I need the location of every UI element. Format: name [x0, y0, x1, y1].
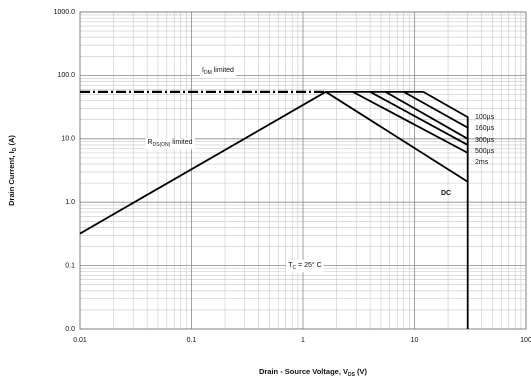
soa-line [403, 91, 469, 129]
x-tick-label: 0.01 [73, 337, 87, 344]
annotation-part: I [202, 67, 204, 74]
annotation-bg [200, 65, 237, 78]
series-label: 100µs [475, 114, 495, 121]
y-axis-label-part: Drain Current, I [7, 151, 16, 206]
y-tick-label: 1.0 [65, 199, 75, 206]
series-label: 2ms [475, 159, 489, 166]
annotation: RDS(ON) limited [147, 139, 192, 148]
series-label: 160µs [475, 125, 495, 132]
soa-line [422, 91, 469, 182]
annotation-part: DS(ON) [153, 142, 171, 148]
annotation-part: = 25° C [296, 261, 322, 269]
x-axis-label-part: DS [348, 372, 356, 378]
plot-frame [79, 11, 527, 330]
y-tick-label: 100.0 [57, 72, 75, 79]
soa-line [79, 90, 469, 329]
soa-line [369, 91, 469, 146]
annotation-part: DM [204, 70, 212, 76]
soa-line [352, 91, 469, 154]
soa-line [385, 91, 469, 140]
series-label: DC [441, 190, 451, 197]
x-tick-label: 0.1 [187, 337, 197, 344]
annotation-part: T [288, 262, 293, 269]
annotation-bg [145, 137, 195, 150]
x-axis-label: Drain - Source Voltage, VDS (V) [259, 367, 368, 378]
y-tick-label: 10.0 [61, 136, 75, 143]
annotation-part: C [293, 265, 297, 271]
y-tick-label: 0.1 [65, 262, 75, 269]
y-tick-label: 1000.0 [54, 9, 76, 16]
y-axis-label-part: (A) [7, 135, 16, 148]
x-axis-label-part: (V) [355, 367, 368, 376]
series-label: 300µs [475, 137, 495, 144]
x-axis-label-part: Drain - Source Voltage, V [259, 367, 348, 376]
x-tick-label: 1 [301, 337, 305, 344]
annotation-bg [286, 259, 324, 273]
x-tick-label: 100 [520, 337, 531, 344]
y-axis-label: Drain Current, ID (A) [7, 135, 18, 206]
y-tick-label: 0.0 [65, 326, 75, 333]
series-label: 500µs [475, 148, 495, 155]
y-axis-label-part: D [12, 147, 18, 151]
annotation-part: R [147, 139, 152, 146]
annotation-part: limited [170, 139, 192, 146]
annotation: TC = 25° C [288, 261, 321, 271]
x-tick-label: 10 [411, 337, 419, 344]
annotation-part: limited [212, 67, 234, 74]
annotation: IDM limited [202, 67, 234, 76]
